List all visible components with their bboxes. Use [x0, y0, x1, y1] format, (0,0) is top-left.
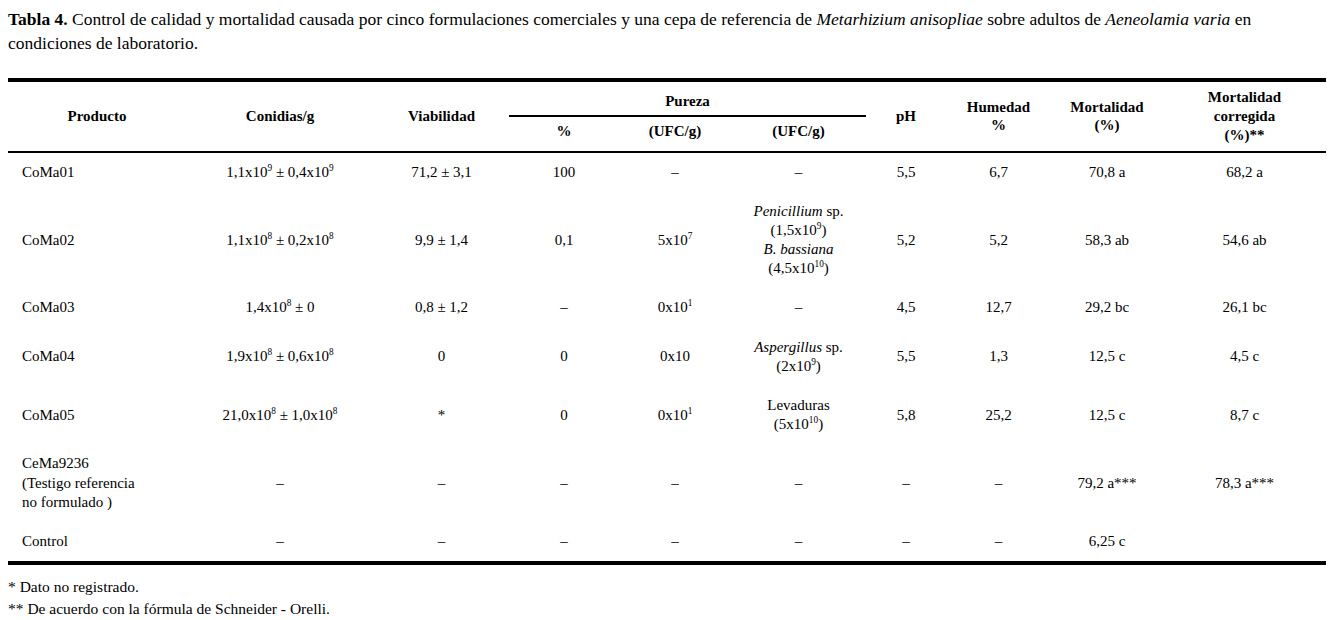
cell-pureza-contaminante: –	[731, 288, 866, 327]
cell-ph: 5,5	[866, 328, 946, 386]
cell-pureza-pct: –	[509, 288, 619, 327]
header-pureza-ufc-1: (UFC/g)	[619, 116, 731, 152]
cell-mortalidad-corregida: 78,3 a***	[1163, 444, 1326, 522]
cell-pureza-ufc: –	[619, 444, 731, 522]
cell-ph: 5,2	[866, 192, 946, 289]
cell-humedad: 5,2	[946, 192, 1051, 289]
cell-pureza-ufc: 5x107	[619, 192, 731, 289]
table-row: Control – – – – – – – 6,25 c	[8, 522, 1326, 563]
cell-mortalidad: 58,3 ab	[1051, 192, 1163, 289]
cell-humedad: –	[946, 522, 1051, 563]
cell-viabilidad: –	[374, 444, 509, 522]
header-pureza-pct: %	[509, 116, 619, 152]
header-row-top: Producto Conidias/g Viabilidad Pureza pH…	[8, 80, 1326, 116]
cell-pureza-contaminante: Levaduras(5x1010)	[731, 386, 866, 444]
cell-ph: 5,5	[866, 152, 946, 192]
header-mortalidad: Mortalidad(%)	[1051, 80, 1163, 151]
cell-mortalidad-corregida: 68,2 a	[1163, 152, 1326, 192]
header-viabilidad: Viabilidad	[374, 80, 509, 151]
cell-pureza-pct: 100	[509, 152, 619, 192]
table-header: Producto Conidias/g Viabilidad Pureza pH…	[8, 80, 1326, 151]
cell-viabilidad: 9,9 ± 1,4	[374, 192, 509, 289]
cell-mortalidad: 12,5 c	[1051, 328, 1163, 386]
cell-pureza-pct: 0,1	[509, 192, 619, 289]
cell-producto: CoMa02	[8, 192, 186, 289]
header-pureza-ufc-2: (UFC/g)	[731, 116, 866, 152]
cell-pureza-ufc: 0x101	[619, 386, 731, 444]
header-conidias: Conidias/g	[186, 80, 374, 151]
cell-ph: –	[866, 444, 946, 522]
table-row: CoMa01 1,1x109 ± 0,4x109 71,2 ± 3,1 100 …	[8, 152, 1326, 192]
cell-producto: CoMa03	[8, 288, 186, 327]
cell-pureza-contaminante: –	[731, 152, 866, 192]
cell-mortalidad: 70,8 a	[1051, 152, 1163, 192]
cell-pureza-ufc: –	[619, 522, 731, 563]
header-pureza-group: Pureza	[509, 80, 866, 116]
cell-producto: CeMa9236(Testigo referenciano formulado …	[8, 444, 186, 522]
cell-humedad: 6,7	[946, 152, 1051, 192]
cell-producto: CoMa01	[8, 152, 186, 192]
table-row: CoMa03 1,4x108 ± 0 0,8 ± 1,2 – 0x101 – 4…	[8, 288, 1326, 327]
cell-mortalidad-corregida: 8,7 c	[1163, 386, 1326, 444]
cell-viabilidad: 71,2 ± 3,1	[374, 152, 509, 192]
cell-ph: 4,5	[866, 288, 946, 327]
cell-pureza-ufc: 0x10	[619, 328, 731, 386]
cell-mortalidad-corregida	[1163, 522, 1326, 563]
cell-humedad: 12,7	[946, 288, 1051, 327]
cell-viabilidad: 0	[374, 328, 509, 386]
cell-conidias: 21,0x108 ± 1,0x108	[186, 386, 374, 444]
cell-conidias: 1,4x108 ± 0	[186, 288, 374, 327]
table-row: CoMa04 1,9x108 ± 0,6x108 0 0 0x10 Asperg…	[8, 328, 1326, 386]
cell-mortalidad-corregida: 54,6 ab	[1163, 192, 1326, 289]
cell-ph: –	[866, 522, 946, 563]
cell-pureza-pct: 0	[509, 328, 619, 386]
cell-mortalidad: 29,2 bc	[1051, 288, 1163, 327]
cell-viabilidad: 0,8 ± 1,2	[374, 288, 509, 327]
footnotes: * Dato no registrado.** De acuerdo con l…	[8, 576, 1327, 620]
cell-pureza-contaminante: Penicillium sp.(1,5x109)B. bassiana(4,5x…	[731, 192, 866, 289]
header-ph: pH	[866, 80, 946, 151]
cell-producto: CoMa05	[8, 386, 186, 444]
table-row: CeMa9236(Testigo referenciano formulado …	[8, 444, 1326, 522]
cell-mortalidad: 79,2 a***	[1051, 444, 1163, 522]
cell-pureza-pct: –	[509, 522, 619, 563]
cell-humedad: 1,3	[946, 328, 1051, 386]
cell-humedad: 25,2	[946, 386, 1051, 444]
cell-producto: CoMa04	[8, 328, 186, 386]
table-body: CoMa01 1,1x109 ± 0,4x109 71,2 ± 3,1 100 …	[8, 152, 1326, 564]
cell-humedad: –	[946, 444, 1051, 522]
quality-control-table: Producto Conidias/g Viabilidad Pureza pH…	[8, 78, 1326, 565]
cell-pureza-ufc: 0x101	[619, 288, 731, 327]
cell-pureza-contaminante: –	[731, 522, 866, 563]
cell-viabilidad: –	[374, 522, 509, 563]
table-row: CoMa02 1,1x108 ± 0,2x108 9,9 ± 1,4 0,1 5…	[8, 192, 1326, 289]
cell-pureza-pct: 0	[509, 386, 619, 444]
cell-pureza-contaminante: –	[731, 444, 866, 522]
cell-pureza-contaminante: Aspergillus sp.(2x109)	[731, 328, 866, 386]
cell-conidias: 1,1x109 ± 0,4x109	[186, 152, 374, 192]
footnote: * Dato no registrado.	[8, 576, 1327, 598]
cell-conidias: –	[186, 522, 374, 563]
footnote: ** De acuerdo con la fórmula de Schneide…	[8, 598, 1327, 620]
cell-ph: 5,8	[866, 386, 946, 444]
cell-mortalidad-corregida: 26,1 bc	[1163, 288, 1326, 327]
cell-pureza-ufc: –	[619, 152, 731, 192]
cell-pureza-pct: –	[509, 444, 619, 522]
cell-viabilidad: *	[374, 386, 509, 444]
cell-conidias: 1,1x108 ± 0,2x108	[186, 192, 374, 289]
header-humedad: Humedad%	[946, 80, 1051, 151]
cell-mortalidad-corregida: 4,5 c	[1163, 328, 1326, 386]
cell-mortalidad: 12,5 c	[1051, 386, 1163, 444]
cell-conidias: 1,9x108 ± 0,6x108	[186, 328, 374, 386]
cell-conidias: –	[186, 444, 374, 522]
header-mortalidad-corregida: Mortalidadcorregida(%)**	[1163, 80, 1326, 151]
cell-mortalidad: 6,25 c	[1051, 522, 1163, 563]
header-producto: Producto	[8, 80, 186, 151]
cell-producto: Control	[8, 522, 186, 563]
paper-page: Tabla 4. Control de calidad y mortalidad…	[0, 0, 1337, 620]
table-caption: Tabla 4. Control de calidad y mortalidad…	[8, 7, 1327, 55]
table-row: CoMa05 21,0x108 ± 1,0x108 * 0 0x101 Leva…	[8, 386, 1326, 444]
